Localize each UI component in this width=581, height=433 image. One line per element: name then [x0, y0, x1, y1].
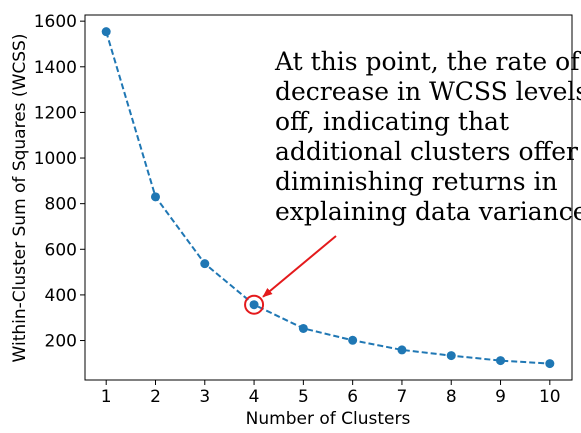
y-tick-label: 1400: [34, 58, 77, 78]
x-tick-label: 10: [539, 387, 561, 407]
x-tick-label: 3: [199, 387, 210, 407]
annotation-line: diminishing returns in: [275, 167, 558, 196]
data-point: [200, 259, 210, 269]
x-tick-label: 8: [446, 387, 457, 407]
plot-frame: [84, 14, 573, 381]
y-tick-label: 600: [45, 240, 77, 260]
annotation-line: decrease in WCSS levels: [275, 77, 581, 106]
y-tick-label: 1200: [34, 103, 77, 123]
x-tick-label: 2: [150, 387, 161, 407]
data-point: [545, 359, 555, 369]
data-point: [101, 27, 111, 37]
y-tick-label: 1000: [34, 149, 77, 169]
x-tick-label: 6: [347, 387, 358, 407]
annotation-line: additional clusters offer: [275, 137, 578, 166]
data-point: [150, 192, 160, 202]
data-point: [397, 345, 407, 355]
x-axis-label: Number of Clusters: [246, 409, 411, 429]
annotation-text: At this point, the rate of decrease in WC…: [274, 47, 581, 226]
y-tick-label: 200: [45, 332, 77, 352]
x-tick-label: 4: [249, 387, 260, 407]
y-tick-label: 1600: [34, 12, 77, 32]
y-tick-label: 800: [45, 195, 77, 215]
wcss-line: [105, 31, 550, 365]
annotation-line: At this point, the rate of: [274, 47, 581, 76]
data-point: [446, 351, 456, 361]
data-points: [101, 27, 555, 369]
y-tick-label: 400: [45, 286, 77, 306]
data-point: [496, 356, 506, 366]
annotation-line: off, indicating that: [275, 107, 509, 136]
x-tick-label: 9: [495, 387, 506, 407]
x-tick-label: 1: [101, 387, 112, 407]
y-axis-label: Within-Cluster Sum of Squares (WCSS): [10, 34, 30, 363]
y-axis-ticks: 200 400 600 800 1000 1200 1400 1600: [34, 12, 85, 352]
x-tick-label: 5: [298, 387, 309, 407]
data-point: [298, 323, 308, 333]
annotation-arrow: [262, 235, 337, 298]
data-point: [249, 300, 259, 310]
data-point: [348, 335, 358, 345]
x-axis-ticks: 1 2 3 4 5 6 7 8 9 10: [101, 380, 561, 407]
x-tick-label: 7: [397, 387, 408, 407]
elbow-highlight-circle: [244, 294, 265, 315]
annotation-line: explaining data variance.: [275, 197, 581, 226]
